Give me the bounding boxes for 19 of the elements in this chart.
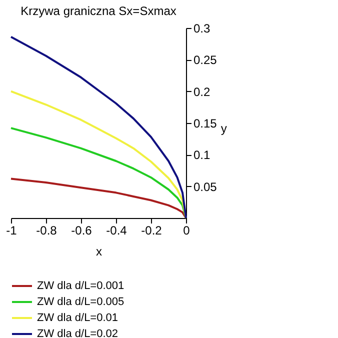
- legend-label: ZW dla d/L=0.02: [37, 328, 118, 338]
- x-tick-label: -0.6: [71, 224, 92, 238]
- y-tick-label: 0.1: [194, 148, 211, 162]
- x-tick-label: -1: [6, 224, 18, 238]
- legend-label: ZW dla d/L=0.005: [37, 296, 124, 308]
- y-tick-label: 0.25: [194, 53, 218, 68]
- y-tick-label: 0.3: [194, 22, 211, 36]
- legend-label: ZW dla d/L=0.001: [37, 280, 124, 292]
- y-tick-label: 0.05: [194, 180, 218, 194]
- x-tick-label: -0.2: [141, 224, 162, 238]
- chart-title: Krzywa graniczna Sx=Sxmax: [20, 4, 176, 18]
- x-axis-title: x: [96, 244, 102, 258]
- y-axis-title: y: [220, 122, 227, 136]
- x-tick-label: -0.4: [106, 224, 128, 238]
- y-tick-label: 0.2: [194, 84, 211, 99]
- x-tick-label: 0: [183, 224, 190, 238]
- y-tick-label: 0.15: [194, 116, 218, 130]
- legend-label: ZW dla d/L=0.01: [37, 312, 118, 324]
- x-tick-label: -0.8: [36, 224, 58, 238]
